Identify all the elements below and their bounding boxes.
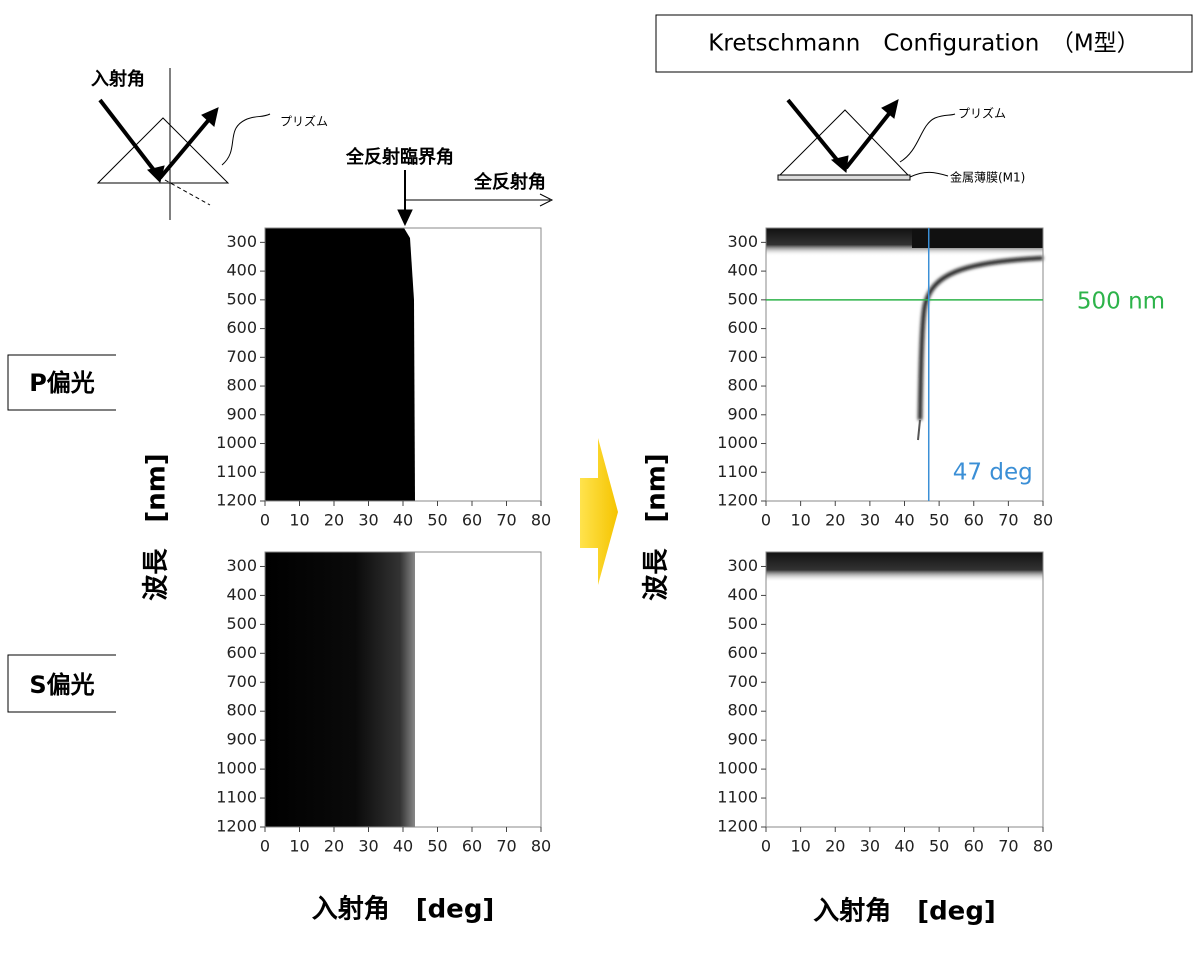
y-tick-label: 600 (226, 318, 257, 337)
y-tick-label: 700 (727, 672, 758, 691)
y-tick-label: 500 (727, 289, 758, 308)
y-tick-label: 300 (226, 232, 257, 251)
x-axis-label: 入射角 [deg] (813, 896, 996, 927)
y-tick-label: 300 (727, 232, 758, 251)
y-tick-label: 1200 (216, 817, 257, 836)
label: プリズム (958, 106, 1006, 121)
label: 金属薄膜(M1) (950, 170, 1025, 185)
prism-diagram (96, 68, 554, 227)
x-tick-label: 50 (929, 511, 949, 530)
prism-diagram (655, 14, 1193, 181)
x-tick-label: 60 (964, 511, 984, 530)
y-tick-label: 900 (226, 404, 257, 423)
y-tick-label: 600 (727, 318, 758, 337)
x-tick-label: 10 (790, 837, 810, 856)
y-tick-label: 900 (727, 730, 758, 749)
x-tick-label: 20 (825, 837, 845, 856)
x-tick-label: 50 (427, 511, 447, 530)
x-tick-label: 80 (531, 837, 551, 856)
x-tick-label: 30 (860, 511, 880, 530)
y-tick-label: 1200 (717, 491, 758, 510)
y-tick-label: 600 (727, 643, 758, 662)
y-tick-label: 400 (226, 585, 257, 604)
x-tick-label: 20 (324, 837, 344, 856)
y-tick-label: 1100 (216, 462, 257, 481)
label: 入射角 (91, 68, 145, 90)
y-tick-label: 700 (226, 672, 257, 691)
y-tick-label: 1100 (216, 788, 257, 807)
y-tick-label: 800 (226, 376, 257, 395)
x-tick-label: 10 (790, 511, 810, 530)
x-tick-label: 80 (1033, 837, 1053, 856)
y-tick-label: 1200 (717, 817, 758, 836)
label: 全反射臨界角 (345, 146, 454, 168)
y-tick-label: 1100 (717, 462, 758, 481)
y-tick-label: 500 (226, 614, 257, 633)
x-tick-label: 10 (289, 511, 309, 530)
arrow (580, 438, 618, 585)
x-tick-label: 30 (860, 837, 880, 856)
x-tick-label: 0 (260, 837, 270, 856)
x-tick-label: 30 (358, 837, 378, 856)
y-tick-label: 1100 (717, 788, 758, 807)
y-tick-label: 800 (226, 701, 257, 720)
y-tick-label: 1200 (216, 491, 257, 510)
y-axis-label: 波長 [nm] (142, 453, 172, 600)
y-tick-label: 400 (226, 261, 257, 280)
x-tick-label: 60 (964, 837, 984, 856)
x-tick-label: 0 (260, 511, 270, 530)
config-title: Kretschmann Configuration （M型） (708, 31, 1139, 57)
y-tick-label: 300 (727, 556, 758, 575)
x-tick-label: 0 (761, 511, 771, 530)
annotation: 47 deg (953, 460, 1033, 486)
x-tick-label: 10 (289, 837, 309, 856)
x-tick-label: 70 (998, 837, 1018, 856)
label: プリズム (280, 114, 328, 129)
x-tick-label: 70 (998, 511, 1018, 530)
y-tick-label: 1000 (216, 433, 257, 452)
y-tick-label: 1000 (717, 433, 758, 452)
y-tick-label: 400 (727, 585, 758, 604)
y-tick-label: 900 (727, 404, 758, 423)
x-tick-label: 70 (496, 511, 516, 530)
y-tick-label: 500 (226, 289, 257, 308)
heatmap-image (265, 228, 1044, 827)
x-tick-label: 0 (761, 837, 771, 856)
x-tick-label: 20 (825, 511, 845, 530)
box (7, 354, 116, 411)
x-tick-label: 40 (393, 837, 413, 856)
y-tick-label: 800 (727, 376, 758, 395)
x-tick-label: 40 (393, 511, 413, 530)
label: P偏光 (29, 369, 95, 397)
x-tick-label: 60 (462, 837, 482, 856)
label: S偏光 (29, 671, 94, 699)
x-axis-label: 入射角 [deg] (312, 894, 495, 925)
y-tick-label: 1000 (717, 759, 758, 778)
y-tick-label: 1000 (216, 759, 257, 778)
x-tick-label: 80 (531, 511, 551, 530)
x-tick-label: 60 (462, 511, 482, 530)
y-tick-label: 700 (226, 347, 257, 366)
label: 全反射角 (473, 171, 546, 193)
x-tick-label: 20 (324, 511, 344, 530)
y-axis-label: 波長 [nm] (642, 453, 672, 600)
x-tick-label: 70 (496, 837, 516, 856)
y-tick-label: 900 (226, 730, 257, 749)
y-tick-label: 500 (727, 614, 758, 633)
box (7, 654, 116, 713)
x-tick-label: 40 (894, 511, 914, 530)
y-tick-label: 400 (727, 261, 758, 280)
annotation: 500 nm (1077, 288, 1165, 314)
y-tick-label: 300 (226, 556, 257, 575)
x-tick-label: 30 (358, 511, 378, 530)
x-tick-label: 80 (1033, 511, 1053, 530)
y-tick-label: 700 (727, 347, 758, 366)
x-tick-label: 50 (427, 837, 447, 856)
y-tick-label: 800 (727, 701, 758, 720)
x-tick-label: 50 (929, 837, 949, 856)
x-tick-label: 40 (894, 837, 914, 856)
y-tick-label: 600 (226, 643, 257, 662)
